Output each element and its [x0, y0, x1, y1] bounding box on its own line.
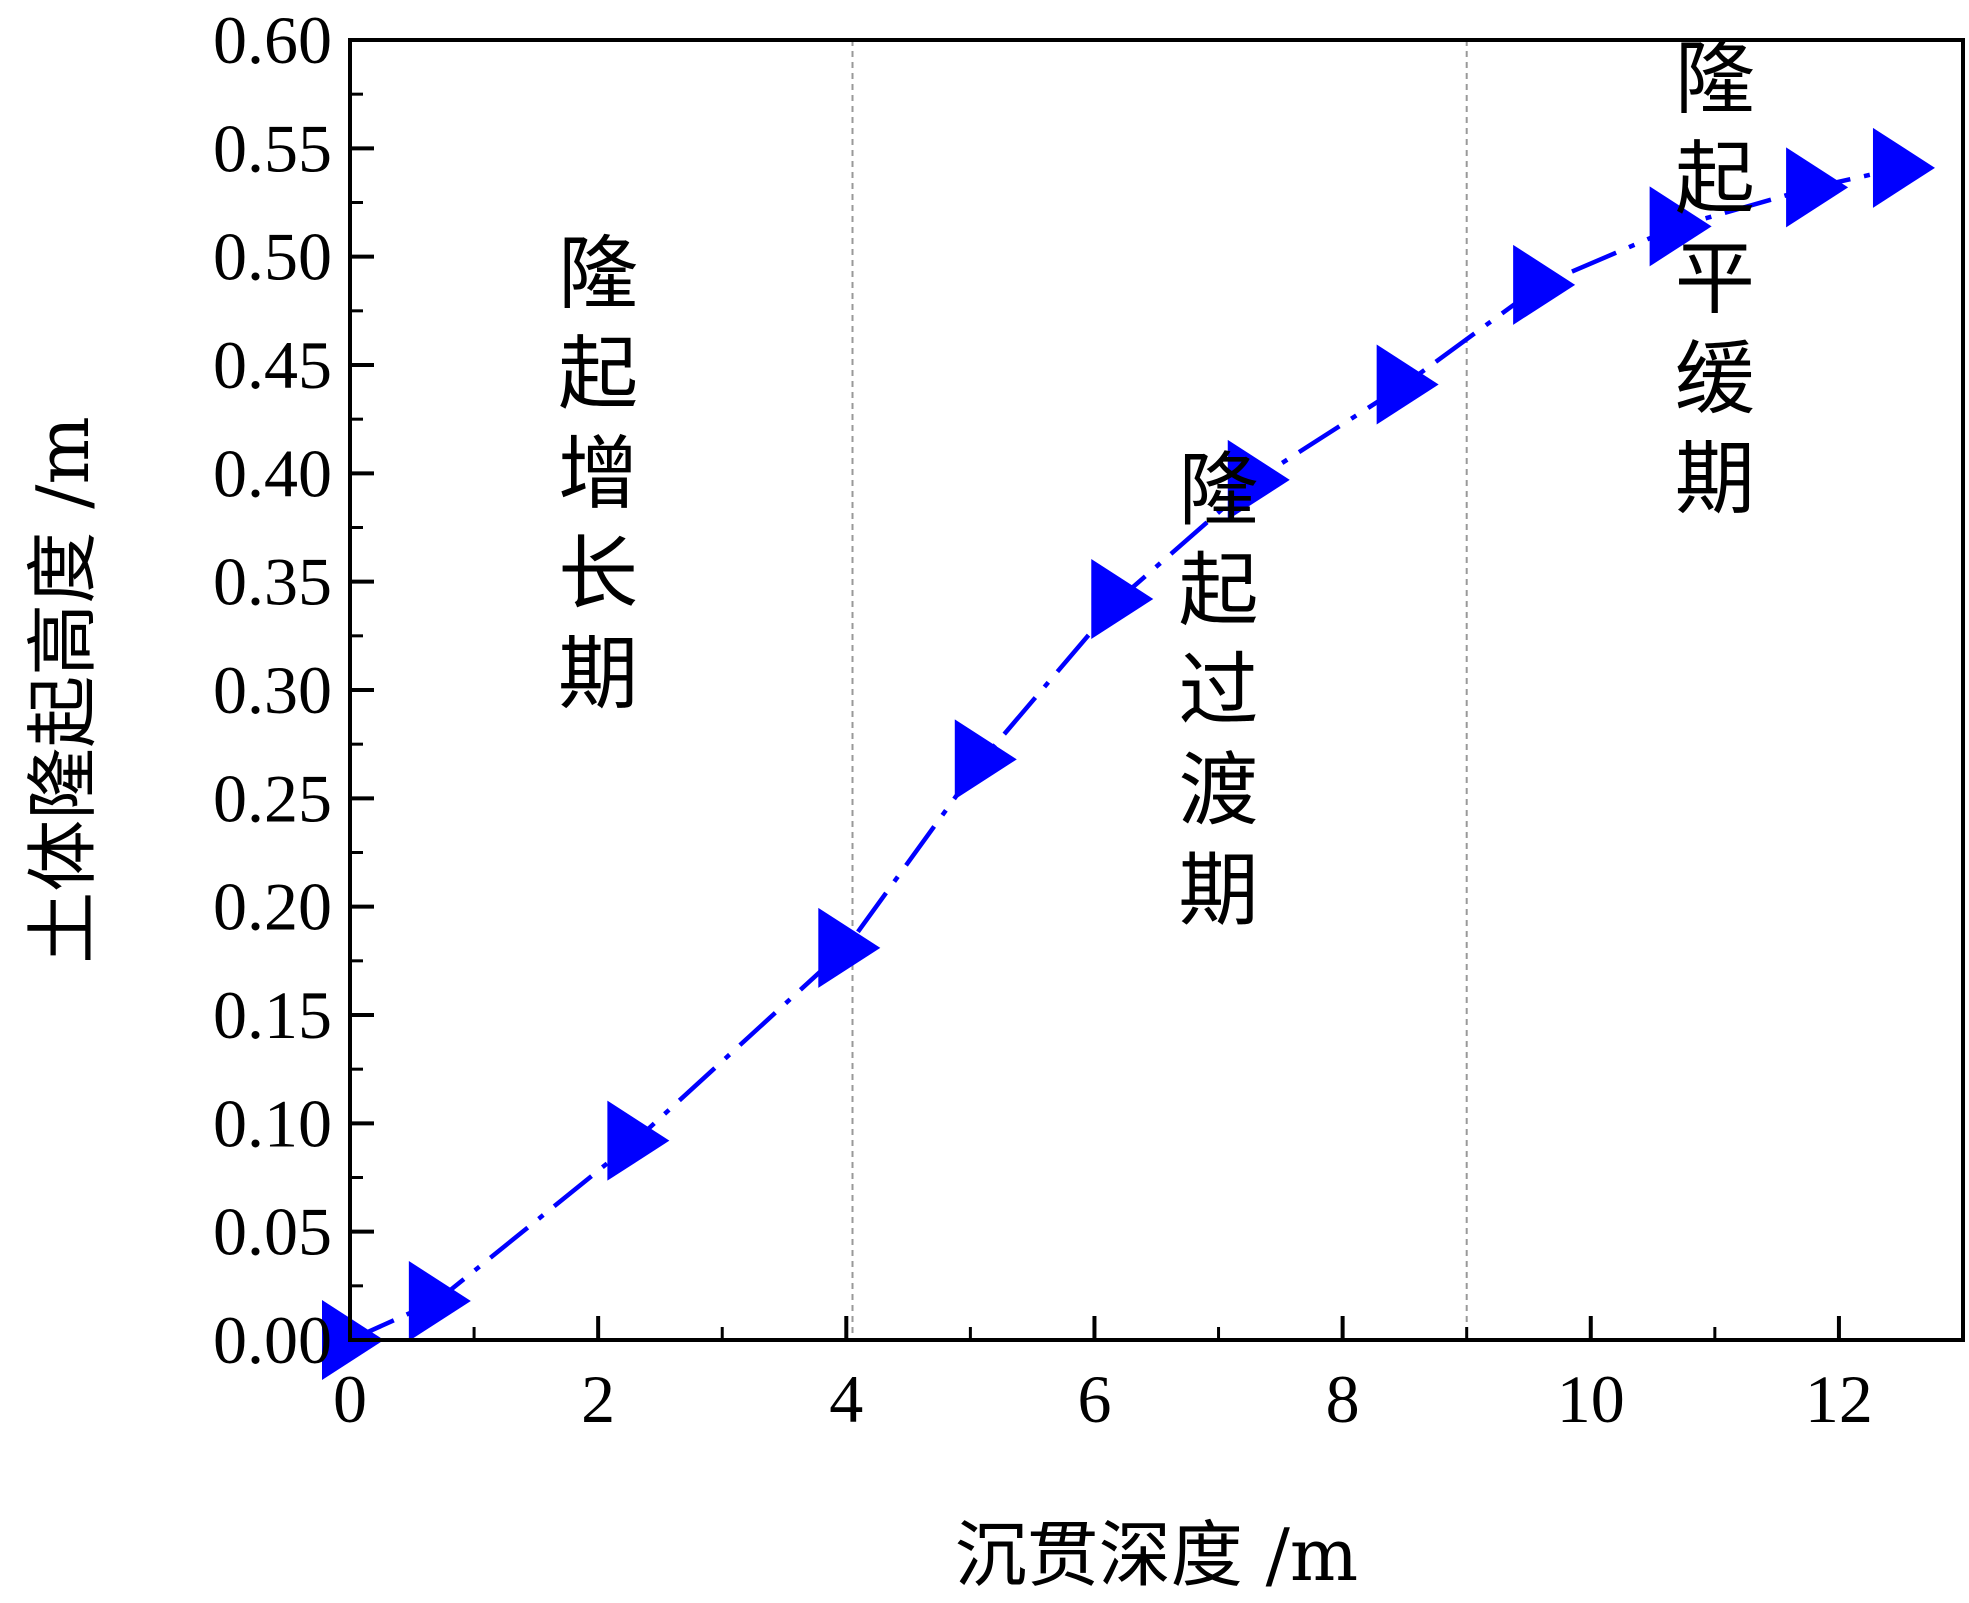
data-point	[408, 1261, 471, 1341]
data-point	[954, 719, 1017, 800]
y-tick-label: 0.35	[213, 544, 332, 620]
y-tick-label: 0.45	[213, 327, 332, 403]
y-tick-label: 0.00	[213, 1302, 332, 1378]
x-axis-title: 沉贯深度 /m	[955, 1513, 1358, 1597]
x-tick-label: 10	[1557, 1361, 1625, 1437]
data-point	[818, 907, 881, 988]
x-tick-label: 4	[829, 1361, 863, 1437]
x-tick-label: 8	[1326, 1361, 1360, 1437]
y-tick-label: 0.15	[213, 977, 332, 1053]
y-tick-label: 0.60	[213, 2, 332, 78]
data-point	[1872, 127, 1935, 208]
y-tick-label: 0.25	[213, 760, 332, 836]
annotations: 隆起增长期 隆起过渡期 隆起平缓期	[558, 32, 1755, 937]
data-point	[1649, 186, 1712, 267]
y-tick-label: 0.40	[213, 435, 332, 511]
y-tick-label: 0.30	[213, 652, 332, 728]
y-tick-label: 0.05	[213, 1194, 332, 1270]
x-tick-label: 6	[1077, 1361, 1111, 1437]
phase-annotation-1: 隆起增长期	[558, 227, 638, 720]
x-tick-label: 2	[581, 1361, 615, 1437]
y-tick-label: 0.20	[213, 869, 332, 945]
y-tick-label: 0.10	[213, 1085, 332, 1161]
data-point	[1091, 559, 1154, 639]
data-point	[1376, 344, 1439, 425]
data-point	[1786, 147, 1849, 228]
series-layer	[322, 127, 1935, 1380]
x-tick-label: 0	[333, 1361, 367, 1437]
data-point	[1513, 244, 1576, 325]
phase-annotation-3: 隆起平缓期	[1675, 32, 1755, 525]
phase-annotation-2: 隆起过渡期	[1179, 444, 1259, 937]
y-tick-label: 0.50	[213, 219, 332, 295]
y-axis-title: 土体隆起高度 /m	[21, 416, 105, 963]
series-line	[349, 165, 1902, 1343]
data-point	[1227, 439, 1290, 520]
data-point	[607, 1100, 670, 1181]
axes: 0.00 0.05 0.10 0.15 0.20 0.25 0.30 0.35 0.40 0.45…	[213, 2, 1965, 1437]
phase-dividers	[851, 40, 1468, 1340]
y-tick-label: 0.55	[213, 110, 332, 186]
x-tick-label: 12	[1805, 1361, 1873, 1437]
